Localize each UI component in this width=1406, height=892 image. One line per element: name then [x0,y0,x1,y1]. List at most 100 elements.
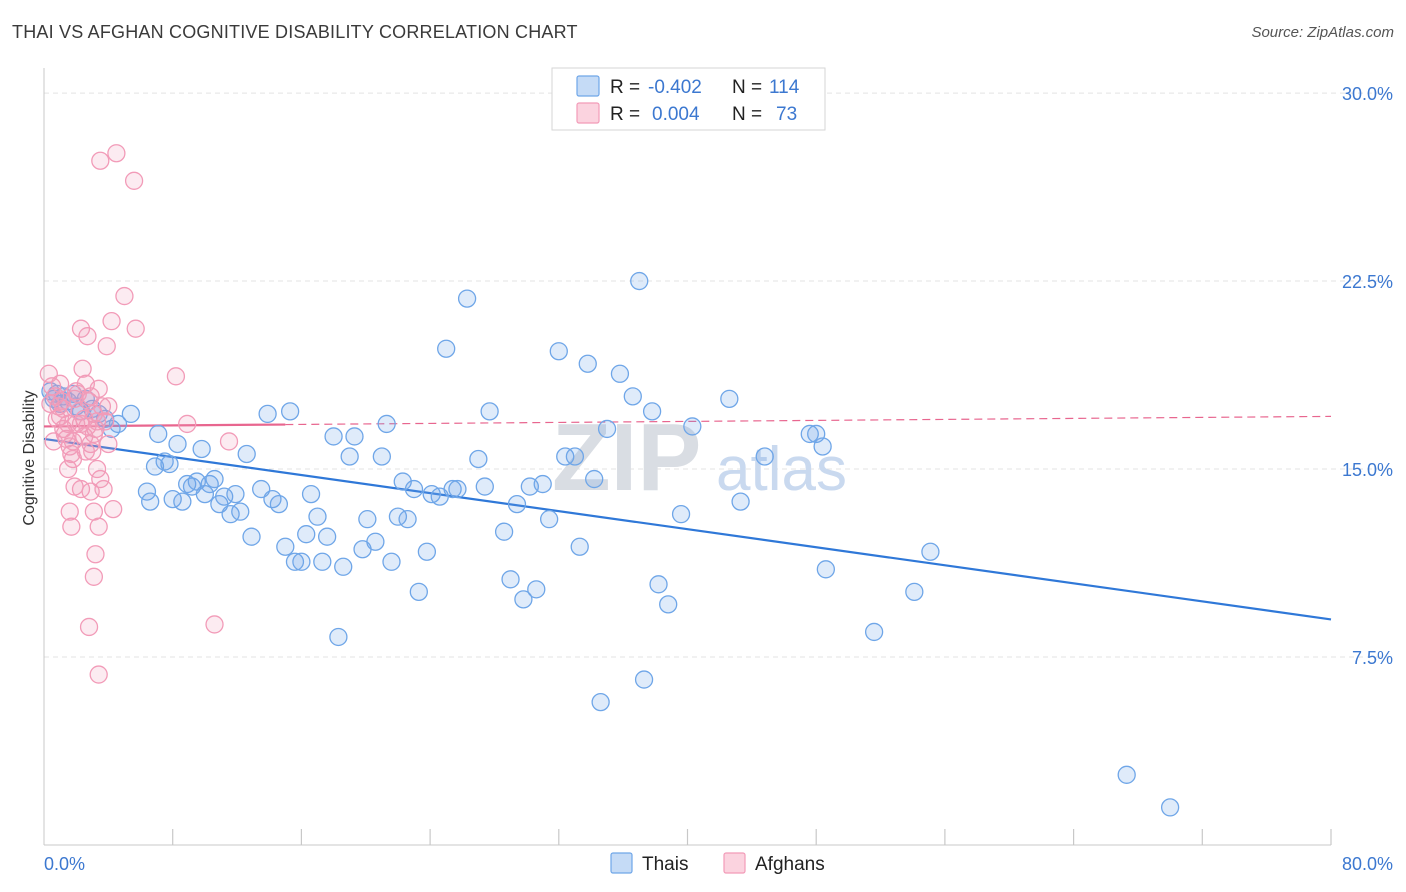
point-thais [329,627,348,647]
point-thais [205,469,224,489]
point-thais [921,542,940,561]
legend-n-label-thais: N = [732,77,762,98]
point-afghans [89,665,108,684]
point-thais [533,474,552,494]
point-thais [659,595,678,614]
legend-n-value-afghans: 73 [776,104,797,125]
point-thais [642,402,662,421]
point-thais [195,484,215,504]
x-tick-label-max: 80.0% [1342,854,1393,874]
point-afghans [87,459,107,479]
point-afghans [83,442,102,461]
point-thais [313,552,332,571]
point-thais [1160,798,1180,817]
point-thais [501,570,520,589]
point-thais [469,449,488,469]
legend-box: R = -0.402 N = 114 R = 0.004 N = 73 [551,67,826,131]
point-thais [443,479,462,499]
point-thais [258,404,277,424]
y-tick-label: 30.0% [1342,84,1393,104]
point-thais [816,560,836,579]
point-thais [141,492,160,511]
point-thais [585,469,604,489]
x-axis-tick-labels: 0.0% 80.0% [44,854,1393,874]
point-thais [301,484,321,504]
point-afghans [50,374,70,393]
point-afghans [76,442,95,461]
point-thais [358,510,377,529]
watermark-atlas: atlas [716,435,847,504]
point-thais [137,482,157,501]
point-afghans [99,397,118,416]
point-thais [634,670,654,689]
point-afghans [104,499,123,519]
point-thais [475,477,494,496]
point-thais [231,502,250,521]
legend-n-value-thais: 114 [769,77,800,98]
point-thais [507,494,527,514]
grid-lines [44,92,1393,658]
point-thais [226,484,245,504]
point-thais [630,271,649,291]
point-afghans [102,312,121,331]
point-afghans [41,394,60,414]
point-afghans [97,337,116,356]
point-thais [800,424,819,444]
point-thais [731,492,750,511]
legend-r-value-afghans: 0.004 [652,104,700,125]
point-afghans [81,387,100,406]
point-thais [448,479,467,499]
point-thais [377,414,396,434]
x-tick-label-min: 0.0% [44,854,85,874]
point-thais [597,419,617,439]
point-afghans [205,615,224,634]
point-thais [155,452,174,471]
point-thais [404,479,424,499]
point-afghans [124,171,144,190]
point-afghans [178,414,197,434]
point-thais [539,510,559,529]
point-afghans [84,567,104,586]
point-thais [308,507,327,526]
point-afghans [91,151,110,170]
point-thais [372,447,391,466]
point-thais [280,402,300,421]
legend-r-label-thais: R = [610,77,640,98]
point-thais [671,504,691,524]
point-thais [276,537,295,556]
point-thais [437,339,456,358]
legend-n-label-afghans: N = [732,104,762,125]
bottom-legend-swatch-afghans [723,852,746,874]
y-tick-label: 15.0% [1342,460,1393,480]
point-thais [242,527,261,546]
data-points [39,144,1180,817]
point-afghans [84,502,104,521]
point-thais [683,417,702,436]
source-credit: Source: ZipAtlas.com [1251,24,1394,41]
point-thais [149,424,168,444]
point-thais [527,580,546,599]
legend-r-value-thais: -0.402 [648,77,702,98]
point-afghans [107,144,126,163]
point-thais [457,289,477,308]
series-afghans [39,144,239,684]
watermark: ZIP atlas [552,404,847,511]
point-afghans [79,617,99,637]
point-thais [610,364,630,383]
point-thais [145,457,165,476]
point-thais [565,447,585,466]
bottom-legend-swatch-thais [610,852,633,874]
point-thais [409,582,428,601]
bottom-legend-label-afghans: Afghans [755,854,825,875]
point-thais [215,487,234,506]
point-thais [905,582,924,601]
point-afghans [115,286,134,306]
point-afghans [99,434,118,454]
point-thais [160,454,179,474]
trend-line-afghans-dashed [285,415,1332,426]
point-thais [514,590,533,609]
point-thais [1117,765,1136,784]
point-afghans [89,517,108,536]
point-thais [324,427,343,446]
